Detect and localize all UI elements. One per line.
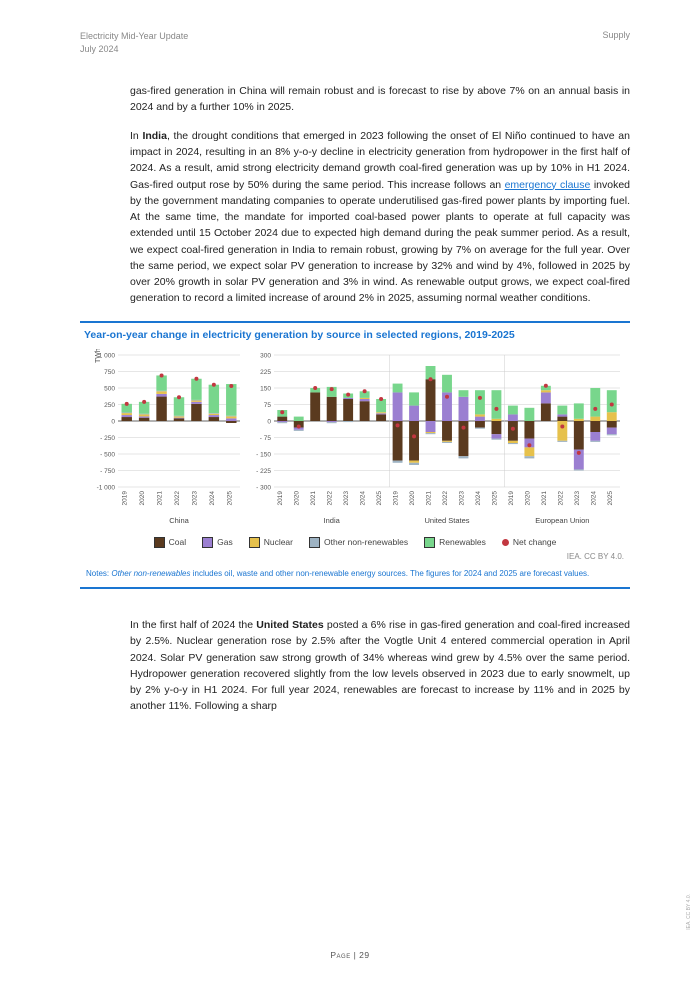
svg-text:225: 225 bbox=[260, 369, 271, 376]
svg-text:2019: 2019 bbox=[508, 490, 515, 505]
svg-text:China: China bbox=[169, 516, 189, 525]
svg-text:TWh: TWh bbox=[95, 349, 102, 363]
chart-section: Year-on-year change in electricity gener… bbox=[80, 321, 630, 589]
legend-item-net: Net change bbox=[502, 537, 556, 548]
svg-text:2022: 2022 bbox=[174, 490, 181, 505]
svg-text:2020: 2020 bbox=[409, 490, 416, 505]
svg-text:2022: 2022 bbox=[557, 490, 564, 505]
paragraph-2: In India, the drought conditions that em… bbox=[130, 128, 630, 307]
svg-text:2023: 2023 bbox=[191, 490, 198, 505]
svg-text:75: 75 bbox=[264, 402, 272, 409]
legend-item-other: Other non-renewables bbox=[309, 537, 408, 548]
svg-text:European Union: European Union bbox=[535, 516, 589, 525]
svg-text:- 75: - 75 bbox=[260, 435, 272, 442]
svg-text:- 300: - 300 bbox=[256, 484, 271, 491]
svg-text:300: 300 bbox=[260, 352, 271, 359]
svg-text:0: 0 bbox=[267, 418, 271, 425]
legend-item-renewables: Renewables bbox=[424, 537, 486, 548]
svg-text:2024: 2024 bbox=[475, 490, 482, 505]
document-title: Electricity Mid-Year Update bbox=[80, 30, 188, 43]
svg-text:2024: 2024 bbox=[360, 490, 367, 505]
svg-text:2021: 2021 bbox=[426, 490, 433, 505]
svg-text:2024: 2024 bbox=[209, 490, 216, 505]
svg-text:2020: 2020 bbox=[294, 490, 301, 505]
country-us: United States bbox=[256, 619, 323, 631]
svg-text:- 250: - 250 bbox=[100, 435, 115, 442]
svg-text:United States: United States bbox=[424, 516, 469, 525]
svg-text:2025: 2025 bbox=[491, 490, 498, 505]
svg-text:- 500: - 500 bbox=[100, 451, 115, 458]
svg-text:-1 000: -1 000 bbox=[97, 484, 116, 491]
chart-panel-others: - 300 - 225 - 150 - 75 0 75 150 225 300 2019 2020 2… bbox=[244, 349, 626, 529]
chart-notes: Notes: Other non-renewables includes oil… bbox=[80, 565, 630, 587]
chart-attribution: IEA. CC BY 4.0. bbox=[80, 552, 630, 565]
legend-item-nuclear: Nuclear bbox=[249, 537, 293, 548]
svg-text:2022: 2022 bbox=[442, 490, 449, 505]
paragraph-3: In the first half of 2024 the United Sta… bbox=[130, 617, 630, 715]
svg-text:2023: 2023 bbox=[458, 490, 465, 505]
svg-text:2024: 2024 bbox=[590, 490, 597, 505]
chart-panel-china: -1 000- 750- 500- 25002505007501 000TWh2… bbox=[84, 349, 244, 529]
svg-text:150: 150 bbox=[260, 385, 271, 392]
page-footer: Page | 29 bbox=[0, 950, 700, 960]
legend-item-coal: Coal bbox=[154, 537, 186, 548]
svg-text:2023: 2023 bbox=[574, 490, 581, 505]
svg-text:500: 500 bbox=[104, 385, 115, 392]
svg-text:- 150: - 150 bbox=[256, 451, 271, 458]
side-credit: IEA. CC BY 4.0. bbox=[686, 894, 692, 930]
svg-text:2025: 2025 bbox=[376, 490, 383, 505]
svg-text:2019: 2019 bbox=[122, 490, 129, 505]
svg-text:2025: 2025 bbox=[607, 490, 614, 505]
svg-text:2019: 2019 bbox=[393, 490, 400, 505]
chart-title: Year-on-year change in electricity gener… bbox=[80, 323, 630, 345]
svg-text:0: 0 bbox=[111, 418, 115, 425]
svg-text:2020: 2020 bbox=[524, 490, 531, 505]
legend-item-gas: Gas bbox=[202, 537, 233, 548]
svg-text:2022: 2022 bbox=[327, 490, 334, 505]
emergency-clause-link[interactable]: emergency clause bbox=[505, 179, 591, 191]
country-india: India bbox=[142, 130, 167, 142]
svg-text:- 750: - 750 bbox=[100, 468, 115, 475]
svg-text:India: India bbox=[324, 516, 341, 525]
section-name: Supply bbox=[602, 30, 630, 55]
svg-text:2025: 2025 bbox=[226, 490, 233, 505]
svg-text:2019: 2019 bbox=[277, 490, 284, 505]
svg-text:2023: 2023 bbox=[343, 490, 350, 505]
svg-text:2021: 2021 bbox=[310, 490, 317, 505]
svg-text:- 225: - 225 bbox=[256, 468, 271, 475]
chart-legend: Coal Gas Nuclear Other non-renewables Renewa… bbox=[80, 529, 630, 552]
svg-text:750: 750 bbox=[104, 369, 115, 376]
svg-text:2020: 2020 bbox=[139, 490, 146, 505]
svg-text:2021: 2021 bbox=[157, 490, 164, 505]
page-header: Electricity Mid-Year Update July 2024 Su… bbox=[0, 0, 700, 55]
paragraph-1: gas-fired generation in China will remai… bbox=[130, 83, 630, 116]
svg-text:2021: 2021 bbox=[541, 490, 548, 505]
svg-text:250: 250 bbox=[104, 402, 115, 409]
document-date: July 2024 bbox=[80, 43, 188, 56]
